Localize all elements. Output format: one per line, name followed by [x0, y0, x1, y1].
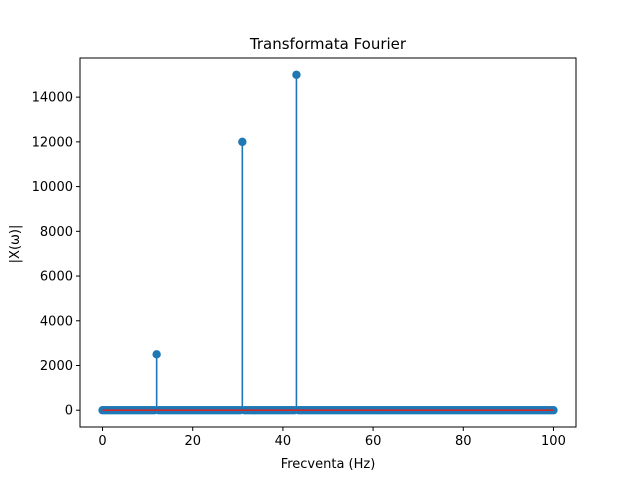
chart-title: Transformata Fourier [249, 35, 407, 53]
y-tick-label: 8000 [40, 225, 73, 240]
y-axis-label: |X(ω)| [8, 225, 23, 264]
x-tick-label: 80 [455, 434, 472, 449]
y-tick-label: 12000 [32, 135, 73, 150]
peak-marker [292, 70, 301, 79]
y-tick-label: 4000 [40, 314, 73, 329]
y-tick-label: 0 [65, 404, 73, 419]
x-tick-label: 0 [98, 434, 106, 449]
plot-area [98, 70, 558, 415]
axes-frame [79, 57, 577, 428]
y-tick-label: 10000 [32, 180, 73, 195]
x-tick-label: 100 [541, 434, 566, 449]
y-tick-label: 2000 [40, 359, 73, 374]
y-tick-label: 6000 [40, 270, 73, 285]
x-axis-label: Frecventa (Hz) [281, 457, 376, 472]
axes: 0 20 40 60 80 100 0 2000 4000 6000 8000 10000 12000 1… [32, 57, 577, 449]
peak-marker [152, 350, 161, 359]
x-tick-label: 20 [184, 434, 201, 449]
y-tick-label: 14000 [32, 91, 73, 106]
peak-marker [238, 137, 247, 147]
x-tick-label: 40 [275, 434, 292, 449]
x-tick-label: 60 [365, 434, 382, 449]
